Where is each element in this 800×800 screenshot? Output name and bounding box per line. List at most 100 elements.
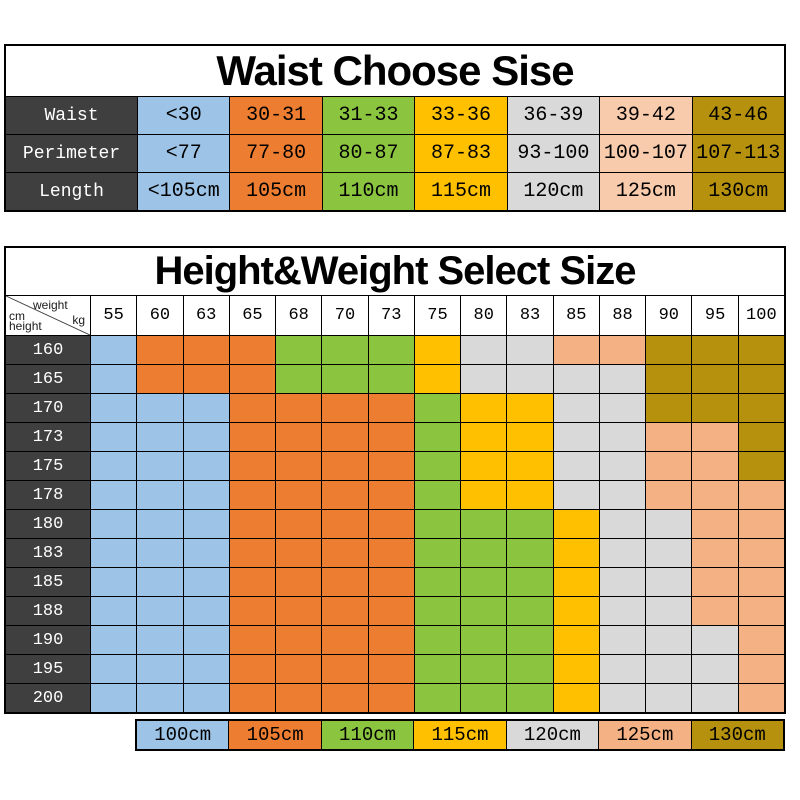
waist-cell: 43-46 [692,97,784,134]
size-grid-cell [183,510,229,538]
weight-column-header: 95 [692,296,738,335]
size-grid-cell [91,539,137,567]
weight-column-header: 63 [183,296,229,335]
size-grid-cell [738,684,784,712]
size-grid-cell [414,655,461,683]
size-grid-cell [738,568,784,596]
size-grid-cell [276,539,322,567]
size-grid-cell [368,539,414,567]
size-grid-cell [553,394,599,422]
size-grid-cell [692,539,738,567]
weight-column-header: 68 [276,296,322,335]
size-grid-cell [553,452,599,480]
height-row-header: 160 [6,336,90,364]
height-row-header: 188 [6,597,90,625]
size-grid-cell [414,539,461,567]
waist-cell: 105cm [230,173,322,210]
size-grid-cell [738,626,784,654]
size-grid-cell [461,452,507,480]
size-grid-cell [229,336,276,364]
size-grid-cell [646,452,692,480]
size-grid-cell [414,394,461,422]
size-grid-cell [507,655,553,683]
height-row-header: 180 [6,510,90,538]
size-grid-cell [229,597,276,625]
height-row-header: 183 [6,539,90,567]
height-row-header: 173 [6,423,90,451]
weight-column-header: 85 [553,296,599,335]
size-grid-cell [553,684,599,712]
size-grid-cell [229,539,276,567]
weight-column-header: 83 [507,296,553,335]
size-grid-cell [461,423,507,451]
height-weight-title: Height&Weight Select Size [6,248,784,295]
size-grid-cell [276,423,322,451]
size-grid-cell [507,481,553,509]
waist-cell: 115cm [415,173,507,210]
size-grid-cell [368,423,414,451]
size-grid-cell [646,510,692,538]
size-grid-cell [137,481,183,509]
size-grid-cell [183,481,229,509]
legend-item: 125cm [599,721,691,749]
size-grid-cell [276,452,322,480]
waist-cell: 77-80 [230,135,322,172]
size-grid-cell [599,568,646,596]
waist-cell: <30 [138,97,230,134]
size-grid-cell [646,394,692,422]
diagonal-divider-icon [6,296,90,335]
size-grid-cell [646,655,692,683]
size-grid-cell [368,481,414,509]
size-grid-cell [692,510,738,538]
size-grid-cell [229,568,276,596]
size-grid-cell [599,684,646,712]
size-grid-cell [229,423,276,451]
corner-height-label: height [9,319,42,333]
weight-column-header: 60 [137,296,183,335]
size-grid-cell [368,597,414,625]
size-grid-cell [692,655,738,683]
corner-cm-label: cm [9,309,25,323]
size-grid-cell [646,481,692,509]
weight-column-header: 80 [461,296,507,335]
size-grid-cell [368,655,414,683]
size-grid-cell [183,568,229,596]
size-grid-cell [368,684,414,712]
weight-column-header: 88 [599,296,646,335]
size-grid-cell [322,365,368,393]
legend-item: 120cm [506,721,599,749]
size-grid-cell [692,394,738,422]
waist-cell: 31-33 [322,97,415,134]
size-grid-cell [322,655,368,683]
size-grid-cell [137,336,183,364]
size-grid-cell [414,423,461,451]
size-grid-cell [276,655,322,683]
size-grid-cell [183,597,229,625]
legend-item: 100cm [137,721,229,749]
size-grid-cell [414,336,461,364]
waist-cell: 107-113 [692,135,784,172]
size-grid-cell [692,481,738,509]
size-grid-cell [183,684,229,712]
size-grid-cell [414,568,461,596]
corner-weight-label: weight [33,298,68,312]
waist-cell: 39-42 [600,97,692,134]
size-grid-cell [322,481,368,509]
size-grid-cell [461,568,507,596]
size-grid-cell [461,539,507,567]
size-grid-cell [91,597,137,625]
size-grid-cell [137,365,183,393]
size-grid-cell [276,597,322,625]
size-grid-cell [322,626,368,654]
size-grid-cell [738,365,784,393]
size-grid-cell [461,684,507,712]
size-grid-cell [599,423,646,451]
size-grid-cell [738,655,784,683]
size-grid-cell [553,510,599,538]
waist-table-title: Waist Choose Sise [6,46,784,96]
size-grid-cell [276,510,322,538]
size-grid-cell [599,539,646,567]
size-grid-cell [276,365,322,393]
size-grid-cell [368,452,414,480]
